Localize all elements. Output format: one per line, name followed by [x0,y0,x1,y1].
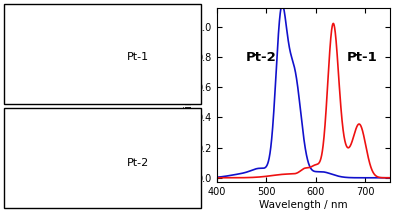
Text: Pt-2: Pt-2 [127,158,149,168]
Text: Pt-1: Pt-1 [346,52,377,64]
X-axis label: Wavelength / nm: Wavelength / nm [259,200,348,210]
Text: Pt-1: Pt-1 [127,52,149,62]
Y-axis label: Emission intensity / a.u.: Emission intensity / a.u. [184,33,194,158]
Text: Pt-2: Pt-2 [246,52,277,64]
